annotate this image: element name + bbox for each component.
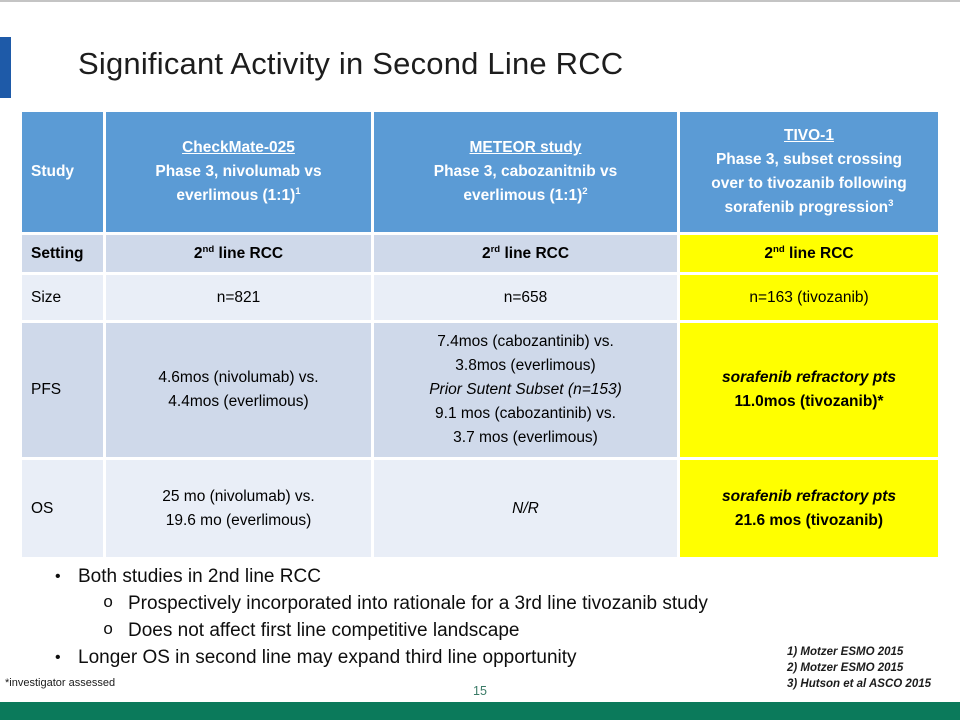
cell-setting-label: Setting xyxy=(22,235,103,272)
cell-line: Phase 3, subset crossing xyxy=(715,151,903,168)
cell-line: 2nd line RCC xyxy=(193,243,284,262)
cell-setting-checkmate025: 2nd line RCC xyxy=(106,235,371,272)
cell-os-checkmate025: 25 mo (nivolumab) vs. 19.6 mo (everlimous… xyxy=(106,460,371,557)
bullet-text: Both studies in 2nd line RCC xyxy=(78,566,321,587)
cell-line: TIVO-1 xyxy=(784,127,834,144)
cell-line: PFS xyxy=(31,381,62,398)
bullet-text: Does not affect first line competitive l… xyxy=(128,620,520,641)
cell-line: n=163 (tivozanib) xyxy=(749,288,869,306)
cell-header-label: Study xyxy=(22,112,103,232)
cell-line: OS xyxy=(31,499,54,517)
cell-line: Setting xyxy=(31,244,84,262)
cell-pfs-checkmate025: 4.6mos (nivolumab) vs. 4.4mos (everlimous… xyxy=(106,323,371,457)
bullet-marker: • xyxy=(55,568,61,585)
bullet-marker: o xyxy=(103,594,114,613)
cell-line: 4.6mos (nivolumab) vs. xyxy=(158,369,319,386)
footer-bar xyxy=(0,702,960,720)
cell-line: everlimous (1:1)2 xyxy=(463,185,588,204)
cell-line: 9.1 mos (cabozantinib) vs. xyxy=(435,405,616,422)
bullet-list: • Both studies in 2nd line RCC o Prospectiv… xyxy=(0,563,950,671)
cell-setting-tivo1: 2nd line RCC xyxy=(680,235,938,272)
cell-line: Size xyxy=(31,288,62,306)
reference-list: 1) Motzer ESMO 2015 2) Motzer ESMO 2015 3)… xyxy=(787,644,931,692)
cell-line: sorafenib refractory pts xyxy=(722,369,896,386)
bullet-marker: • xyxy=(55,649,61,666)
cell-header-tivo1: TIVO-1 Phase 3, subset crossing over to ti… xyxy=(680,112,938,232)
cell-size-tivo1: n=163 (tivozanib) xyxy=(680,275,938,320)
cell-os-label: OS xyxy=(22,460,103,557)
cell-size-meteor: n=658 xyxy=(374,275,677,320)
slide-title: Significant Activity in Second Line RCC xyxy=(78,46,624,81)
bullet-text: Longer OS in second line may expand thir… xyxy=(78,647,577,668)
title-accent-bar xyxy=(0,37,11,98)
reference-item: 1) Motzer ESMO 2015 xyxy=(787,646,904,658)
footnote: *investigator assessed xyxy=(5,677,116,689)
top-border-line xyxy=(0,0,960,2)
cell-line: Study xyxy=(31,163,75,180)
cell-line: Phase 3, cabozanitnib vs xyxy=(433,163,618,180)
cell-pfs-meteor: 7.4mos (cabozantinib) vs. 3.8mos (everlim… xyxy=(374,323,677,457)
cell-line: everlimous (1:1)1 xyxy=(176,185,301,204)
cell-header-checkmate025: CheckMate-025 Phase 3, nivolumab vs everli… xyxy=(106,112,371,232)
cell-size-label: Size xyxy=(22,275,103,320)
cell-line: METEOR study xyxy=(469,139,582,156)
cell-line: 3.7 mos (everlimous) xyxy=(453,429,598,446)
cell-line: 2nd line RCC xyxy=(764,243,854,262)
bullet-item: o Does not affect first line competitive … xyxy=(0,617,950,644)
cell-line: 4.4mos (everlimous) xyxy=(168,393,309,410)
cell-size-checkmate025: n=821 xyxy=(106,275,371,320)
cell-os-meteor: N/R xyxy=(374,460,677,557)
cell-line: 25 mo (nivolumab) vs. xyxy=(162,487,315,505)
cell-os-tivo1: sorafenib refractory pts 21.6 mos (tivoza… xyxy=(680,460,938,557)
bullet-item: o Prospectively incorporated into rationa… xyxy=(0,590,950,617)
cell-line: n=658 xyxy=(503,288,548,306)
cell-pfs-tivo1: sorafenib refractory pts 11.0mos (tivozan… xyxy=(680,323,938,457)
cell-line: Phase 3, nivolumab vs xyxy=(155,163,322,180)
cell-line: Prior Sutent Subset (n=153) xyxy=(429,381,622,398)
cell-setting-meteor: 2rd line RCC xyxy=(374,235,677,272)
cell-line: 3.8mos (everlimous) xyxy=(455,357,596,374)
cell-header-meteor: METEOR study Phase 3, cabozanitnib vs ever… xyxy=(374,112,677,232)
page-number: 15 xyxy=(473,684,487,698)
cell-line: N/R xyxy=(512,499,539,517)
bullet-item: • Longer OS in second line may expand thi… xyxy=(0,644,950,671)
cell-line: sorafenib progression3 xyxy=(724,197,894,216)
reference-item: 3) Hutson et al ASCO 2015 xyxy=(787,678,932,690)
cell-line: sorafenib refractory pts xyxy=(722,487,896,505)
cell-line: over to tivozanib following xyxy=(711,175,907,192)
cell-line: 11.0mos (tivozanib)* xyxy=(734,393,884,410)
bullet-text: Prospectively incorporated into rational… xyxy=(128,593,708,614)
cell-pfs-label: PFS xyxy=(22,323,103,457)
cell-line: 21.6 mos (tivozanib) xyxy=(734,511,884,529)
cell-line: n=821 xyxy=(216,288,261,306)
cell-line: 7.4mos (cabozantinib) vs. xyxy=(437,333,614,350)
bullet-item: • Both studies in 2nd line RCC xyxy=(0,563,950,590)
reference-item: 2) Motzer ESMO 2015 xyxy=(787,662,904,674)
cell-line: 2rd line RCC xyxy=(481,243,570,262)
cell-line: CheckMate-025 xyxy=(182,139,295,156)
cell-line: 19.6 mo (everlimous) xyxy=(165,511,312,529)
bullet-marker: o xyxy=(103,621,114,640)
study-table: Study CheckMate-025 Phase 3, nivolumab vs e… xyxy=(22,112,938,557)
